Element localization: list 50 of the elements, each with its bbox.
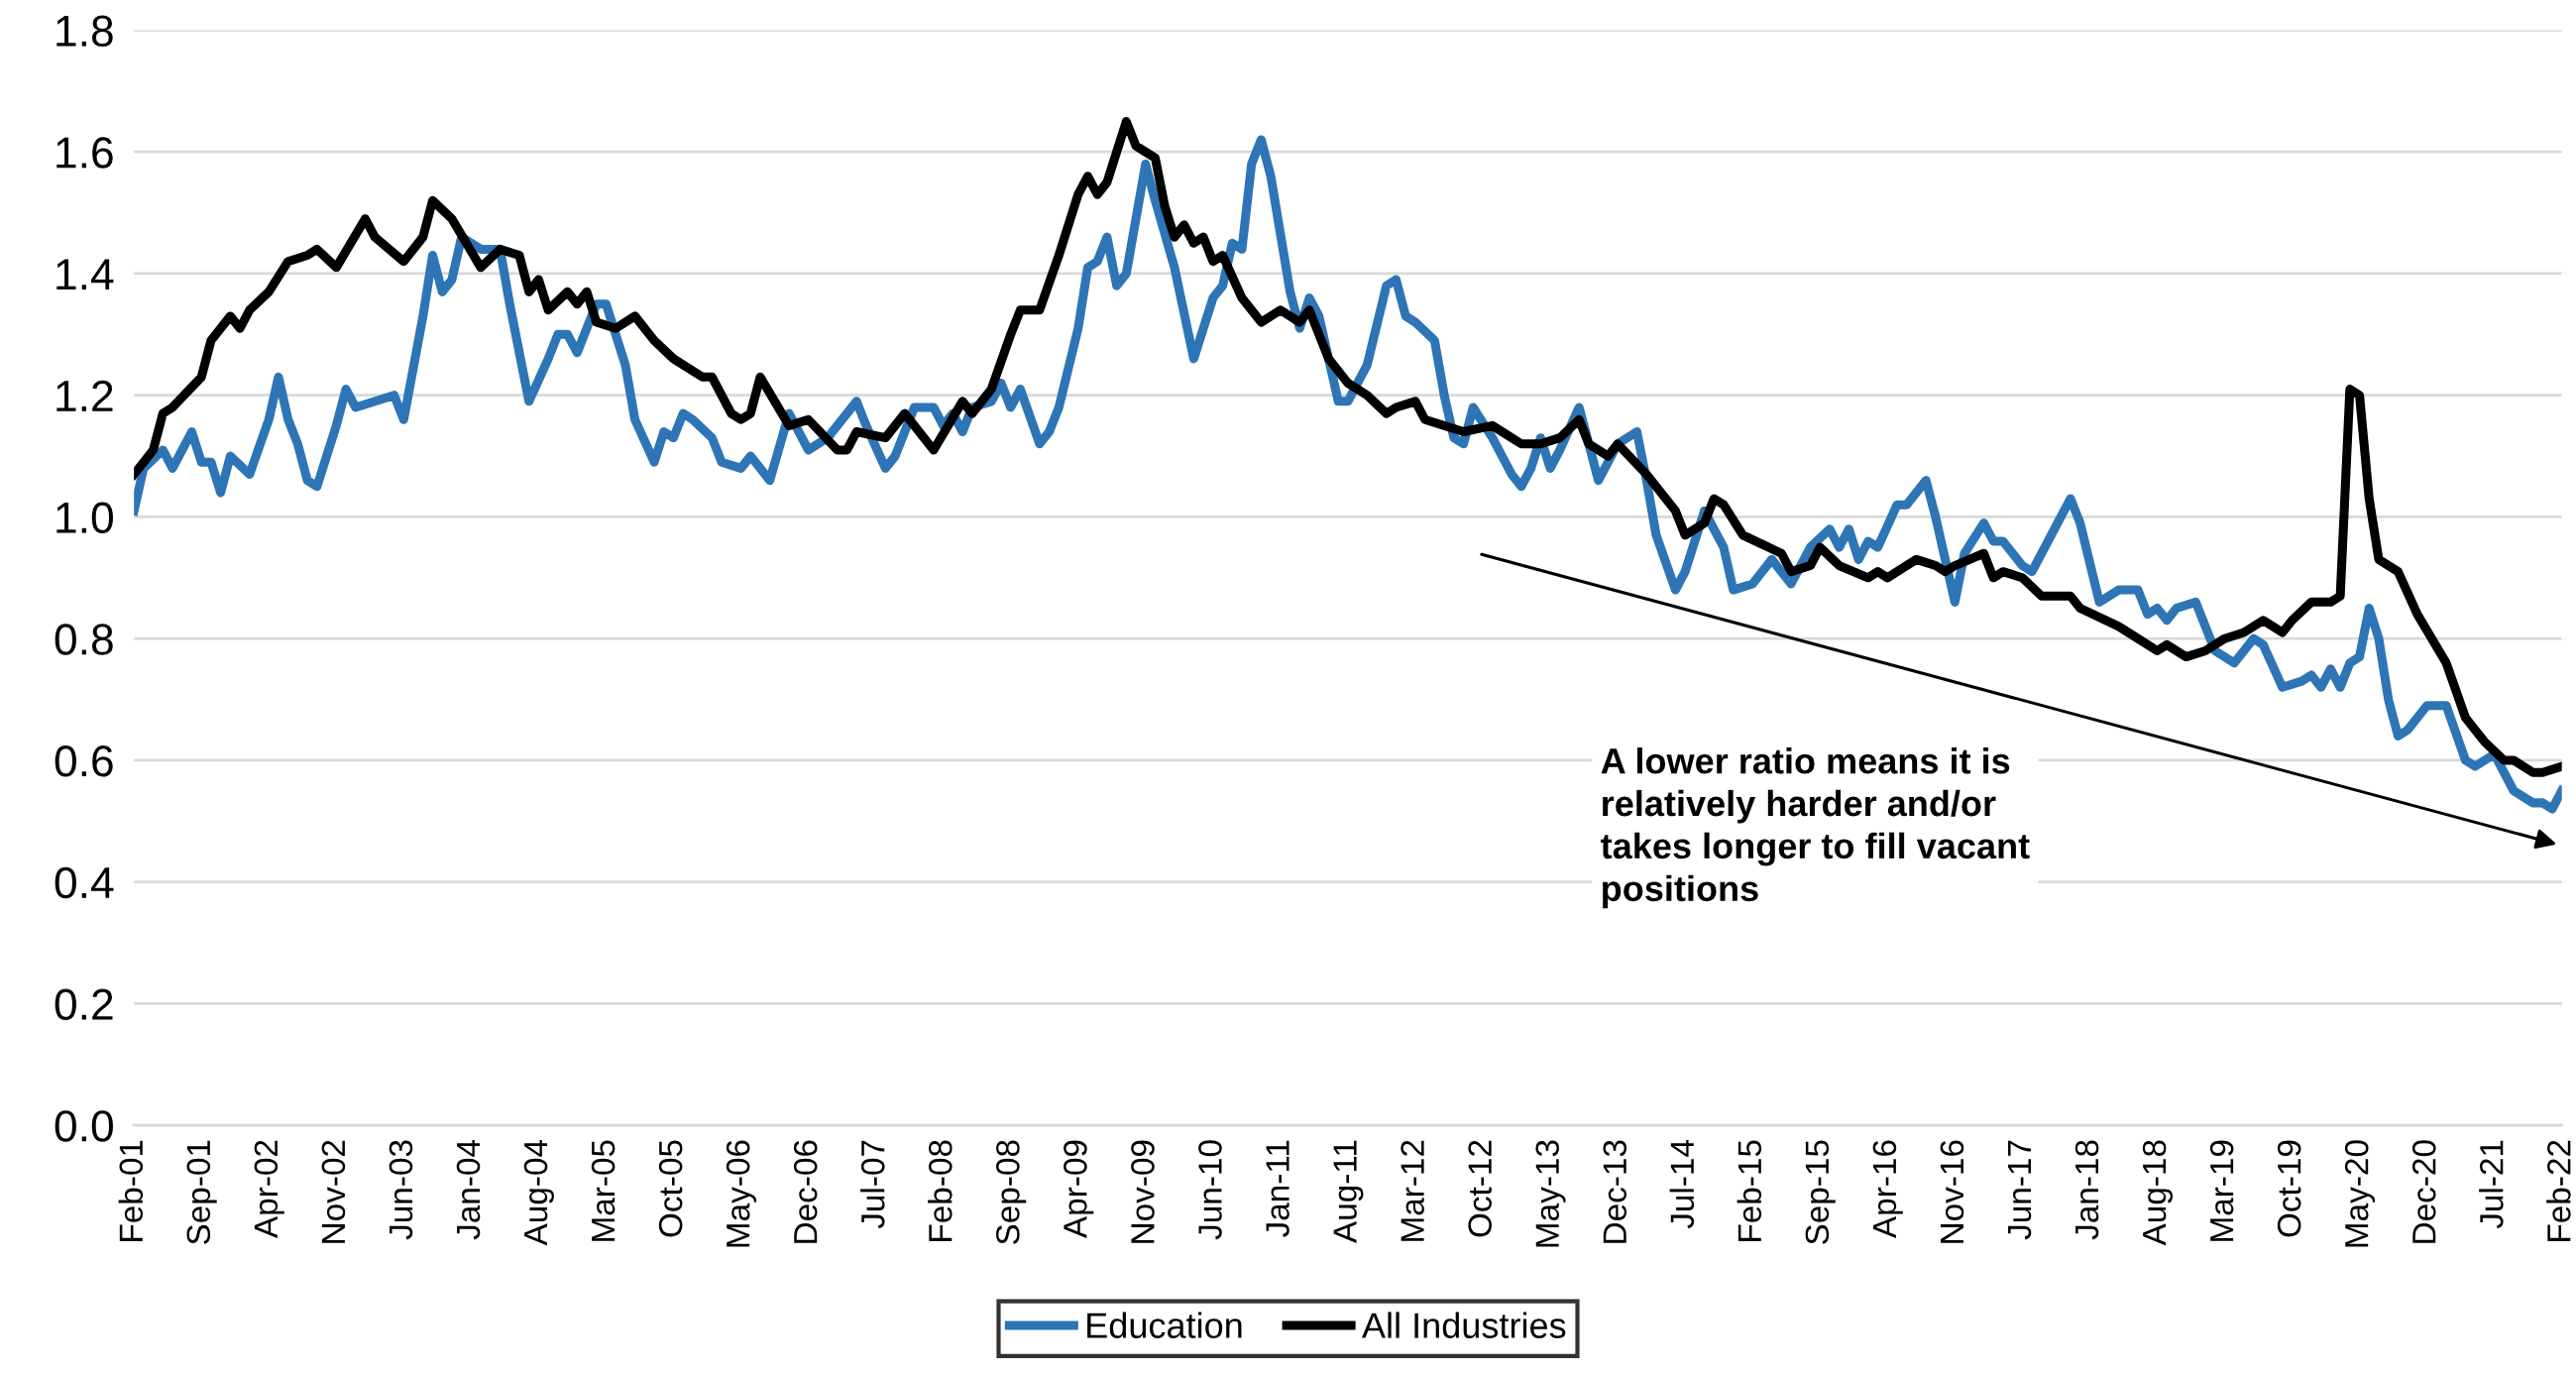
x-tick-label: Aug-18 [2142,1140,2173,1246]
y-tick-label: 0.0 [55,1110,113,1142]
x-tick-label: Apr-16 [1872,1140,1903,1238]
x-tick-label: May-06 [726,1140,757,1247]
x-tick-label: Feb-01 [118,1140,144,1241]
x-tick-label: Oct-19 [2277,1140,2301,1237]
x-tick-label: Apr-02 [254,1140,284,1238]
y-tick-label: 0.4 [55,866,114,899]
x-tick-label: Jan-11 [1266,1140,1289,1237]
x-tick-label: Mar-19 [2209,1140,2234,1241]
y-tick-label: 0.8 [55,624,113,655]
x-tick-label: Aug-04 [523,1139,554,1246]
y-tick-label: 0.2 [55,988,113,1020]
x-tick-label: Mar-05 [591,1140,616,1241]
x-tick-label: Mar-12 [1400,1140,1424,1241]
x-tick-label: Feb-15 [1736,1140,1762,1241]
x-tick-label: Nov-02 [321,1140,346,1243]
y-tick-label: 0.6 [55,744,113,777]
x-tick-label: Jul-21 [2479,1140,2504,1229]
legend-label: Education [1087,1312,1242,1338]
x-tick-label: Sep-01 [186,1140,217,1244]
x-tick-label: Sep-15 [1805,1140,1836,1244]
x-tick-label: Jan-04 [456,1139,481,1240]
x-tick-label: Jun-10 [1198,1140,1222,1240]
x-tick-label: Nov-16 [1940,1140,1964,1243]
x-tick-label: Jul-14 [1669,1139,1695,1229]
x-tick-label: Jun-03 [389,1140,413,1240]
x-tick-label: Jan-18 [2074,1140,2099,1240]
x-tick-label: Dec-20 [2411,1140,2436,1243]
y-tick-label: 1.8 [56,15,113,48]
x-tick-label: Oct-05 [658,1140,683,1237]
x-tick-label: Apr-09 [1064,1140,1094,1238]
x-tick-label: Nov-09 [1131,1140,1155,1243]
x-tick-label: Aug-11 [1333,1140,1364,1243]
annotation: A lower ratio means it is relatively harder and/or takes longer to fill vacant positions [1601,747,2030,909]
x-tick-label: Jul-07 [860,1140,885,1229]
x-tick-label: Oct-12 [1468,1140,1492,1237]
y-tick-label: 1.4 [56,259,114,290]
x-tick-label: Dec-06 [793,1140,818,1243]
y-tick-label: 1.2 [56,380,113,411]
x-tick-label: May-20 [2344,1140,2376,1247]
x-tick-label: Sep-08 [996,1140,1027,1244]
legend-label: All Industries [1362,1312,1566,1338]
y-tick-label: 1.6 [56,137,113,169]
x-tick-label: Dec-13 [1603,1140,1627,1243]
x-tick-label: Feb-08 [928,1140,952,1241]
y-tick-label: 1.0 [56,502,113,533]
x-tick-label: May-13 [1535,1140,1566,1247]
x-tick-label: Feb-22 [2546,1140,2571,1241]
x-tick-label: Jun-17 [2008,1140,2032,1240]
